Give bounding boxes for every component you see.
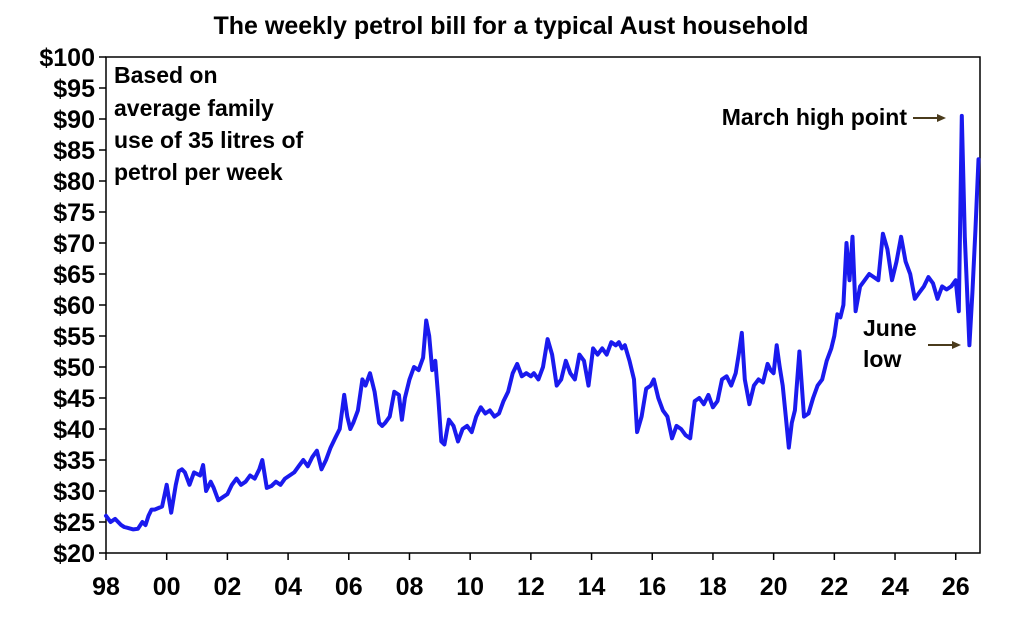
y-tick-label: $95 bbox=[53, 75, 95, 103]
x-tick-label: 24 bbox=[881, 573, 909, 601]
y-tick-label: $55 bbox=[53, 323, 95, 351]
march-high-label: March high point bbox=[722, 104, 908, 130]
y-tick-label: $100 bbox=[39, 44, 95, 72]
june-arrow-icon bbox=[928, 341, 961, 349]
y-tick-label: $90 bbox=[53, 106, 95, 134]
x-tick-label: 26 bbox=[942, 573, 970, 601]
x-tick-label: 14 bbox=[578, 573, 606, 601]
march-arrow-icon bbox=[913, 114, 946, 122]
note-line-4: petrol per week bbox=[114, 159, 283, 185]
x-tick-label: 02 bbox=[213, 573, 241, 601]
june-low-label-line-1: June bbox=[863, 315, 917, 341]
x-tick-label: 08 bbox=[396, 573, 424, 601]
y-tick-label: $50 bbox=[53, 354, 95, 382]
series-layer bbox=[104, 113, 981, 532]
plot-frame bbox=[105, 56, 981, 554]
y-tick-label: $40 bbox=[53, 416, 95, 444]
x-tick-label: 12 bbox=[517, 573, 545, 601]
y-tick-label: $25 bbox=[53, 509, 95, 537]
x-tick-label: 18 bbox=[699, 573, 727, 601]
x-tick-label: 04 bbox=[274, 573, 302, 601]
x-tick-label: 06 bbox=[335, 573, 363, 601]
note-line-3: use of 35 litres of bbox=[114, 127, 304, 153]
y-tick-label: $85 bbox=[53, 137, 95, 165]
y-axis: $20 $25 $30 $35 $40 $45 $50 $55 $60 $65 $70 $75 $80 $… bbox=[39, 44, 106, 568]
note-line-1: Based on bbox=[114, 62, 218, 88]
y-tick-label: $75 bbox=[53, 199, 95, 227]
chart-title: The weekly petrol bill for a typical Aus… bbox=[213, 12, 808, 40]
x-tick-label: 00 bbox=[153, 573, 181, 601]
y-tick-label: $70 bbox=[53, 230, 95, 258]
y-tick-label: $35 bbox=[53, 447, 95, 475]
y-tick-label: $30 bbox=[53, 478, 95, 506]
x-tick-label: 98 bbox=[92, 573, 120, 601]
y-tick-label: $60 bbox=[53, 292, 95, 320]
june-low-label-line-2: low bbox=[863, 346, 901, 372]
x-tick-label: 22 bbox=[820, 573, 848, 601]
x-axis: 98 00 02 04 06 08 10 12 14 16 18 20 22 24 26 bbox=[92, 553, 970, 601]
y-tick-label: $80 bbox=[53, 168, 95, 196]
y-tick-label: $20 bbox=[53, 540, 95, 568]
y-tick-label: $45 bbox=[53, 385, 95, 413]
x-tick-label: 10 bbox=[456, 573, 484, 601]
note-line-2: average family bbox=[114, 95, 274, 121]
y-tick-label: $65 bbox=[53, 261, 95, 289]
x-tick-label: 20 bbox=[760, 573, 788, 601]
x-tick-label: 16 bbox=[638, 573, 666, 601]
series-line-0 bbox=[104, 113, 981, 532]
